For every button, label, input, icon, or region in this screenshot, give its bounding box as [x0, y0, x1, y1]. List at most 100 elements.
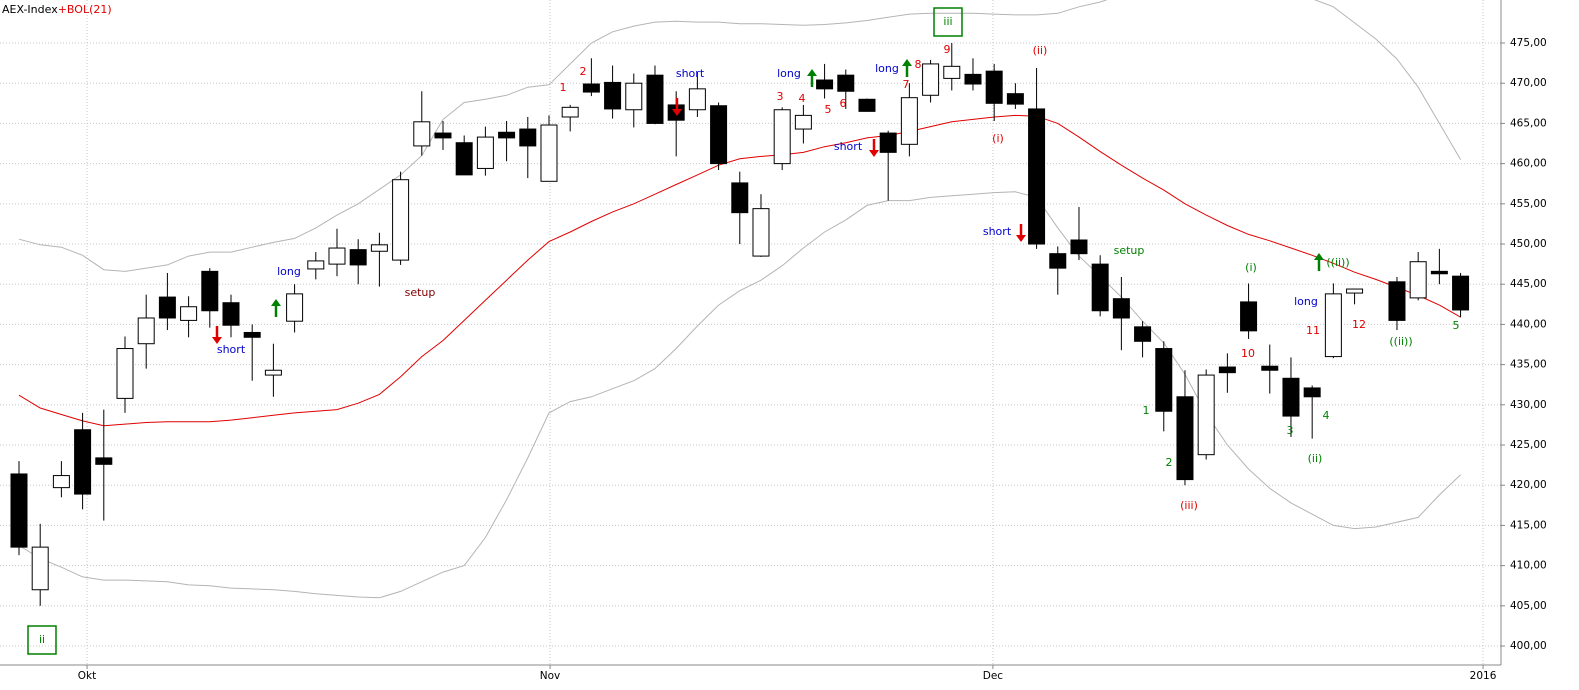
annotation: ((ii)): [1326, 256, 1349, 269]
candle-body: [1261, 365, 1279, 371]
signal-arrow-head: [869, 150, 879, 157]
y-tick-label: 400,00: [1510, 640, 1547, 652]
candle-body: [52, 475, 70, 489]
candle-body: [1409, 261, 1427, 299]
annotation: 7: [903, 78, 910, 91]
y-tick-label: 430,00: [1510, 399, 1547, 411]
band-line: [18, 0, 1462, 272]
annotation: short: [676, 67, 705, 80]
x-tick-label: Dec: [983, 670, 1004, 682]
candle-body: [1134, 326, 1152, 342]
candle-body: [710, 105, 728, 165]
candle-body: [498, 131, 516, 139]
bollinger-bands: [18, 0, 1462, 599]
signal-arrow-head: [902, 59, 912, 66]
y-tick-label: 475,00: [1510, 37, 1547, 49]
annotation-box: [933, 7, 963, 37]
candle-body: [794, 114, 812, 130]
candle-body: [158, 296, 176, 319]
candles: [10, 43, 1470, 606]
candle-body: [10, 473, 28, 548]
candle-body: [328, 247, 346, 265]
grid: [0, 0, 1505, 669]
band-line: [18, 114, 1461, 427]
candle-body: [434, 132, 452, 139]
y-tick-label: 445,00: [1510, 278, 1547, 290]
candle-body: [201, 270, 219, 312]
candle-body: [900, 97, 918, 145]
candle-body: [582, 83, 600, 93]
chart-title: AEX-Index: [2, 3, 58, 16]
x-tick-label: 2016: [1470, 670, 1497, 682]
candle-body: [1091, 263, 1109, 312]
candle-body: [1218, 366, 1236, 374]
candle-body: [1028, 108, 1046, 245]
candle-body: [31, 546, 49, 591]
annotation: (ii): [1308, 452, 1323, 465]
candle-body: [1176, 396, 1194, 481]
candle-body: [1070, 239, 1088, 255]
candle-body: [604, 81, 622, 110]
annotation: ii: [39, 633, 45, 646]
signal-arrow-head: [807, 69, 817, 76]
candle-body: [646, 74, 664, 124]
y-tick-label: 435,00: [1510, 359, 1547, 371]
annotation: long: [875, 62, 899, 75]
annotation: (i): [1245, 261, 1257, 274]
candle-body: [858, 98, 876, 112]
annotation: 1: [560, 81, 567, 94]
candle-body: [392, 179, 410, 261]
y-tick-label: 420,00: [1510, 479, 1547, 491]
candle-body: [1346, 288, 1364, 294]
annotation: 6: [840, 97, 847, 110]
candle-body: [307, 260, 325, 270]
candle-body: [74, 429, 92, 495]
annotation: 3: [1287, 424, 1294, 437]
y-tick-label: 465,00: [1510, 117, 1547, 129]
annotation: short: [217, 343, 246, 356]
y-tick-label: 460,00: [1510, 158, 1547, 170]
y-tick-label: 440,00: [1510, 318, 1547, 330]
candle-body: [1240, 301, 1258, 332]
annotation: ((ii)): [1389, 335, 1412, 348]
candle-body: [922, 63, 940, 96]
annotation: 2: [580, 65, 587, 78]
candle-body: [1006, 93, 1024, 105]
candle-body: [985, 70, 1003, 104]
x-tick-label: Nov: [540, 670, 561, 682]
signal-arrow-head: [672, 109, 682, 116]
annotation: 1: [1143, 404, 1150, 417]
signal-arrow-head: [1016, 235, 1026, 242]
annotation: 8: [915, 58, 922, 71]
annotation: iii: [943, 15, 952, 28]
candle-body: [286, 293, 304, 322]
candle-body: [561, 106, 579, 118]
candle-body: [773, 109, 791, 165]
candle-body: [964, 73, 982, 85]
signal-arrow-head: [1314, 253, 1324, 260]
candle-body: [688, 88, 706, 111]
annotation: setup: [1114, 244, 1145, 257]
candle-body: [222, 302, 240, 326]
annotation: 2: [1166, 456, 1173, 469]
candle-body: [1282, 377, 1300, 417]
candle-body: [370, 244, 388, 252]
annotation: 4: [1323, 409, 1330, 422]
candle-body: [1155, 348, 1173, 412]
annotation: 5: [1453, 319, 1460, 332]
candle-body: [625, 82, 643, 111]
candle-body: [455, 142, 473, 176]
y-tick-label: 470,00: [1510, 77, 1547, 89]
annotation: long: [1294, 295, 1318, 308]
annotation: long: [277, 265, 301, 278]
candle-body: [243, 331, 261, 338]
annotation-box: [27, 625, 57, 655]
candle-body: [837, 74, 855, 92]
annotation: 11: [1306, 324, 1320, 337]
annotation: (ii): [1033, 44, 1048, 57]
annotation: 3: [777, 90, 784, 103]
y-tick-label: 415,00: [1510, 519, 1547, 531]
candle-body: [752, 208, 770, 257]
